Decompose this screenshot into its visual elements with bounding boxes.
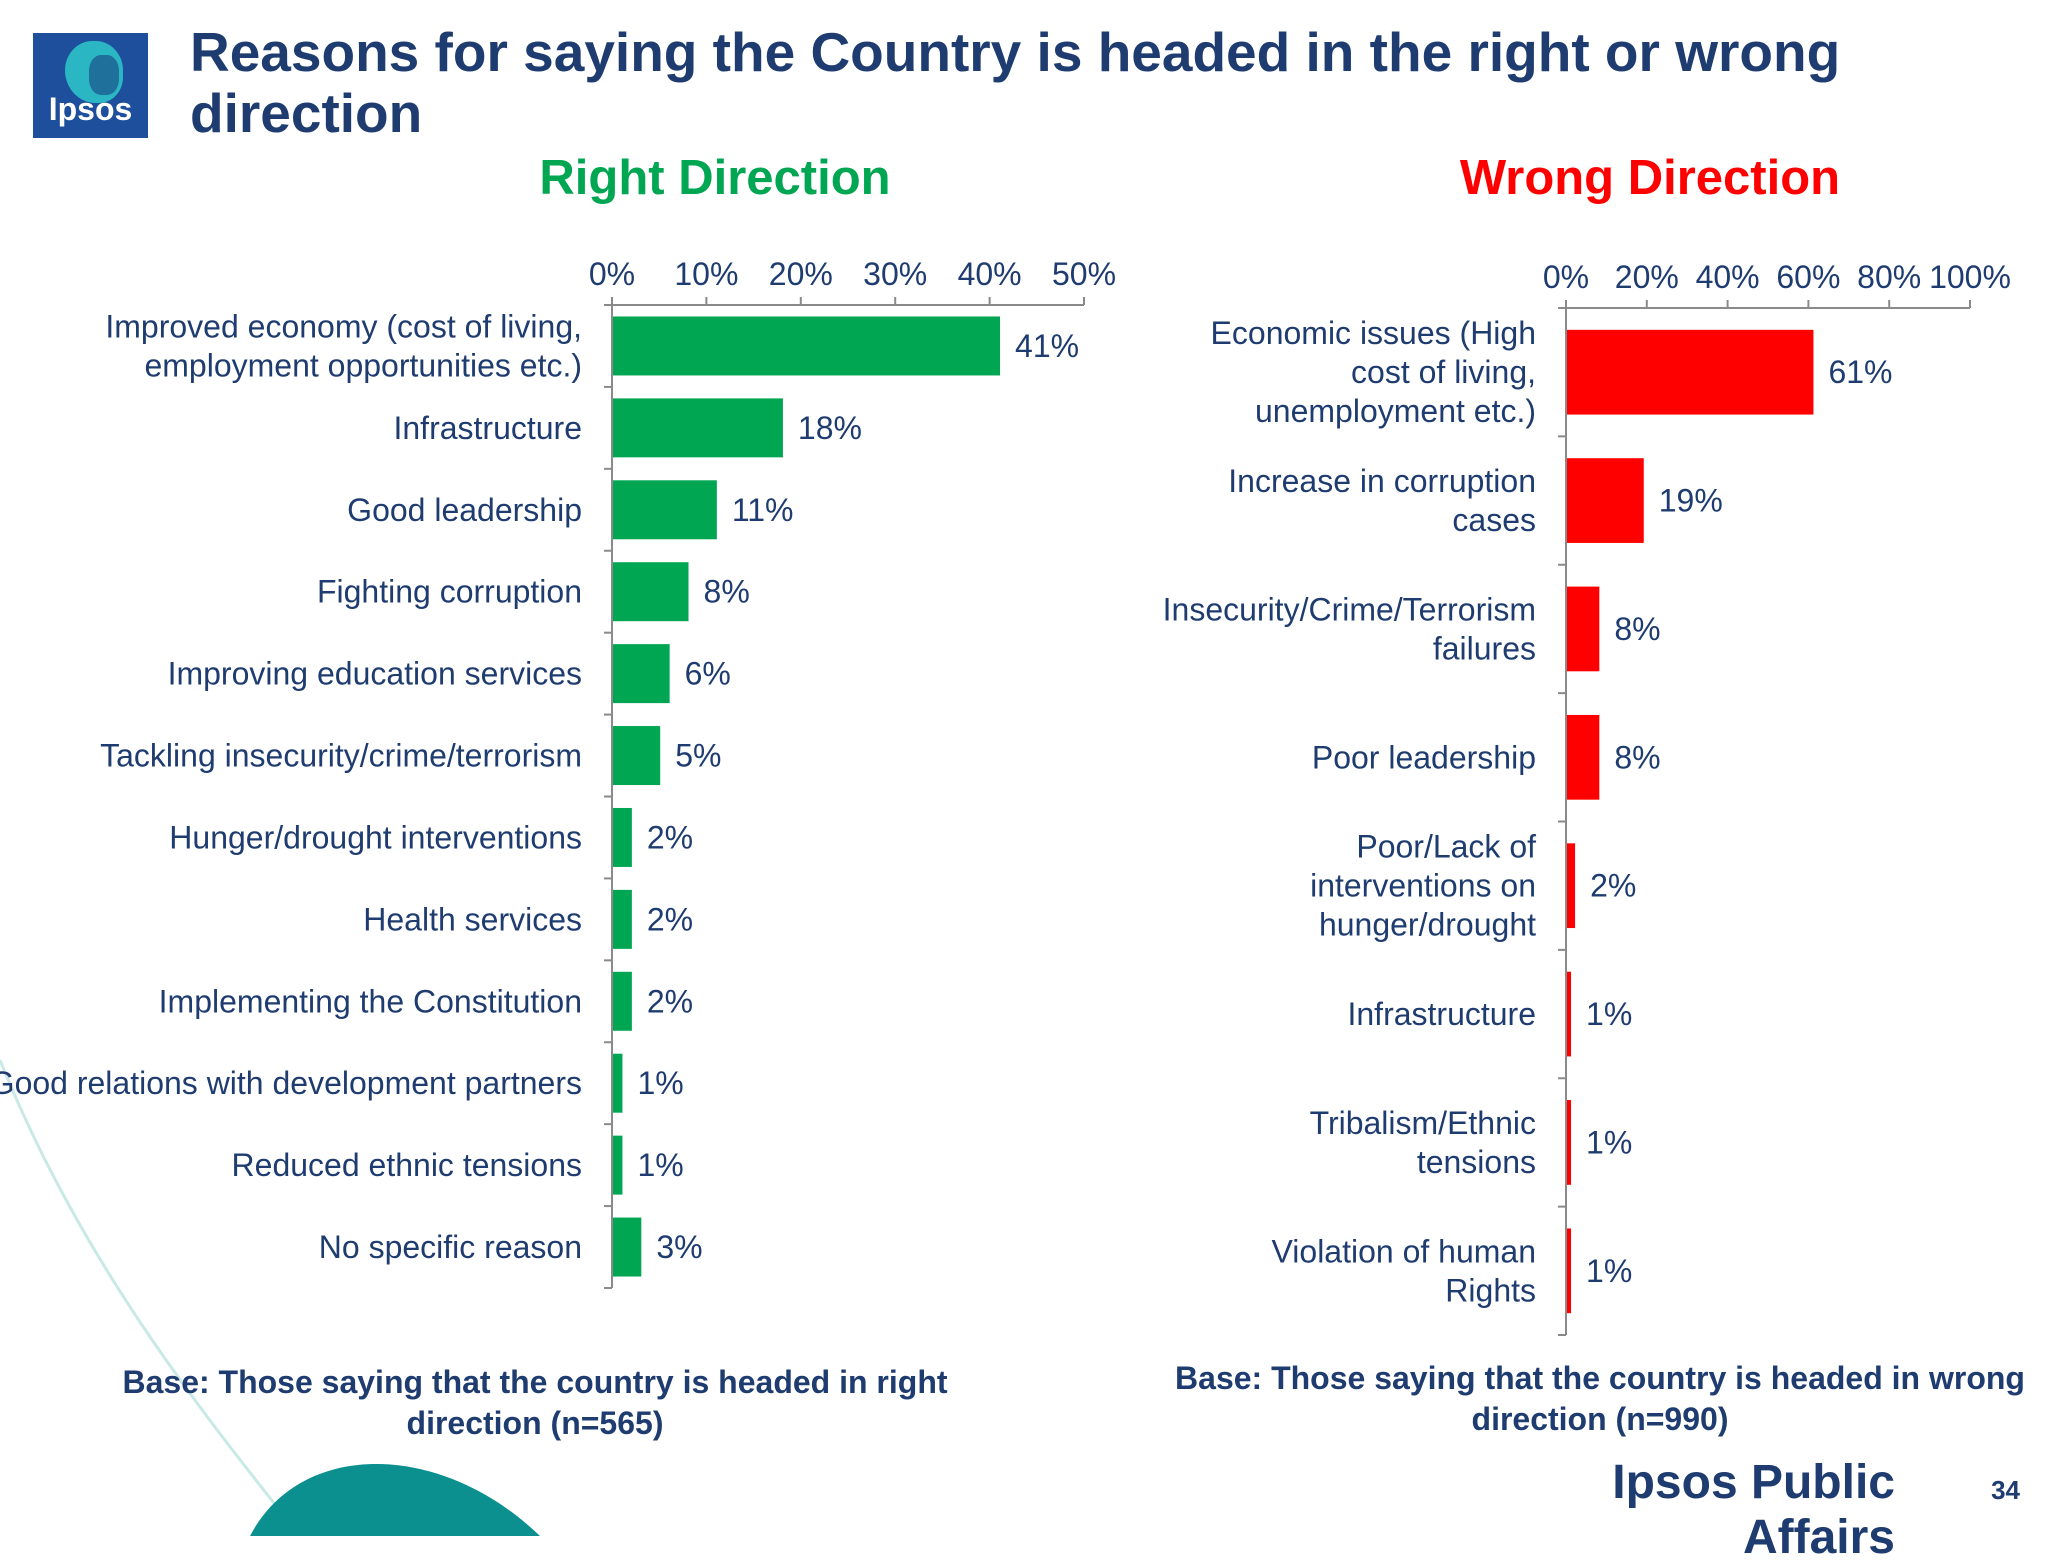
wrong-tick-label: 20% bbox=[1615, 259, 1679, 295]
wrong-value-label: 61% bbox=[1828, 354, 1892, 390]
right-bar bbox=[613, 1217, 642, 1277]
right-category-label: Infrastructure bbox=[393, 410, 582, 446]
right-category-label: Good relations with development partners bbox=[0, 1065, 582, 1101]
right-tick-label: 50% bbox=[1052, 256, 1116, 292]
right-value-label: 2% bbox=[647, 819, 693, 855]
wrong-tick-label: 60% bbox=[1776, 259, 1840, 295]
wrong-bar bbox=[1567, 843, 1576, 929]
right-tick-label: 0% bbox=[589, 256, 635, 292]
right-category-label: Improving education services bbox=[168, 656, 582, 692]
wrong-value-label: 1% bbox=[1586, 1253, 1632, 1289]
logo-head-shadow bbox=[89, 55, 119, 95]
wrong-direction-heading: Wrong Direction bbox=[1459, 151, 1841, 205]
wrong-tick-label: 40% bbox=[1696, 259, 1760, 295]
right-category-label: No specific reason bbox=[319, 1229, 582, 1265]
wrong-value-label: 8% bbox=[1614, 611, 1660, 647]
right-tick-label: 40% bbox=[958, 256, 1022, 292]
wrong-category-label: Tribalism/Ethnic tensions bbox=[1310, 1105, 1536, 1180]
wrong-category-label: Poor/Lack of interventions on hunger/droug… bbox=[1310, 829, 1536, 943]
base-note-wrong: Base: Those saying that the country is h… bbox=[1175, 1360, 2025, 1437]
right-bar bbox=[613, 1135, 623, 1195]
right-category-label: Health services bbox=[363, 901, 582, 937]
right-value-label: 41% bbox=[1015, 328, 1079, 364]
wrong-bar bbox=[1567, 1228, 1572, 1314]
right-direction-heading: Right Direction bbox=[539, 151, 891, 205]
wrong-category-label: Economic issues (High cost of living, unem… bbox=[1211, 315, 1536, 429]
wrong-value-label: 19% bbox=[1659, 483, 1723, 519]
wrong-category-label: Infrastructure bbox=[1347, 996, 1536, 1032]
right-category-label: Hunger/drought interventions bbox=[169, 819, 582, 855]
wrong-category-label: Insecurity/Crime/Terrorism failures bbox=[1163, 591, 1536, 666]
right-value-label: 6% bbox=[685, 656, 731, 692]
wrong-tick-label: 100% bbox=[1929, 259, 2011, 295]
right-category-label: Improved economy (cost of living, employm… bbox=[105, 308, 582, 383]
right-bar bbox=[613, 398, 783, 458]
wrong-bar bbox=[1567, 458, 1644, 543]
wrong-tick-label: 0% bbox=[1543, 259, 1589, 295]
wrong-bar bbox=[1567, 586, 1600, 672]
right-bar bbox=[613, 644, 670, 704]
logo-text: Ipsos bbox=[48, 91, 133, 127]
right-category-label: Fighting corruption bbox=[317, 574, 582, 610]
right-category-label: Implementing the Constitution bbox=[159, 983, 582, 1019]
right-category-label: Reduced ethnic tensions bbox=[232, 1147, 582, 1183]
page-number: 34 bbox=[1991, 1475, 2020, 1505]
right-value-label: 11% bbox=[732, 492, 794, 528]
right-value-label: 8% bbox=[704, 574, 750, 610]
right-category-label: Good leadership bbox=[347, 492, 582, 528]
right-tick-label: 30% bbox=[863, 256, 927, 292]
right-tick-label: 10% bbox=[674, 256, 738, 292]
wrong-value-label: 8% bbox=[1614, 739, 1660, 775]
base-note-right: Base: Those saying that the country is h… bbox=[122, 1364, 948, 1441]
wrong-bar bbox=[1567, 971, 1572, 1057]
right-bar bbox=[613, 726, 661, 786]
right-value-label: 3% bbox=[656, 1229, 702, 1265]
right-bar bbox=[613, 807, 632, 867]
ipsos-logo: Ipsos bbox=[33, 33, 148, 138]
right-category-label: Tackling insecurity/crime/terrorism bbox=[100, 738, 582, 774]
wrong-bar bbox=[1567, 329, 1814, 415]
wrong-value-label: 1% bbox=[1586, 996, 1632, 1032]
right-tick-label: 20% bbox=[769, 256, 833, 292]
right-value-label: 18% bbox=[798, 410, 862, 446]
footer-brand: Ipsos Public Affairs bbox=[1612, 1456, 1895, 1564]
wrong-category-label: Poor leadership bbox=[1312, 739, 1536, 775]
wrong-value-label: 2% bbox=[1590, 868, 1636, 904]
right-value-label: 2% bbox=[647, 901, 693, 937]
right-bar bbox=[613, 480, 717, 540]
wrong-value-label: 1% bbox=[1586, 1124, 1632, 1160]
wrong-tick-label: 80% bbox=[1857, 259, 1921, 295]
right-bar bbox=[613, 562, 689, 622]
wrong-category-label: Increase in corruption cases bbox=[1228, 463, 1536, 538]
right-bar bbox=[613, 889, 632, 949]
right-value-label: 2% bbox=[647, 983, 693, 1019]
right-bar bbox=[613, 971, 632, 1031]
right-value-label: 1% bbox=[637, 1065, 683, 1101]
right-bar bbox=[613, 1053, 623, 1113]
wrong-bar bbox=[1567, 714, 1600, 800]
wrong-category-label: Violation of human Rights bbox=[1272, 1233, 1536, 1308]
page-title: Reasons for saying the Country is headed… bbox=[190, 21, 1841, 144]
right-value-label: 1% bbox=[637, 1147, 683, 1183]
wrong-bar bbox=[1567, 1100, 1572, 1185]
right-value-label: 5% bbox=[675, 738, 721, 774]
right-bar bbox=[613, 316, 1001, 376]
